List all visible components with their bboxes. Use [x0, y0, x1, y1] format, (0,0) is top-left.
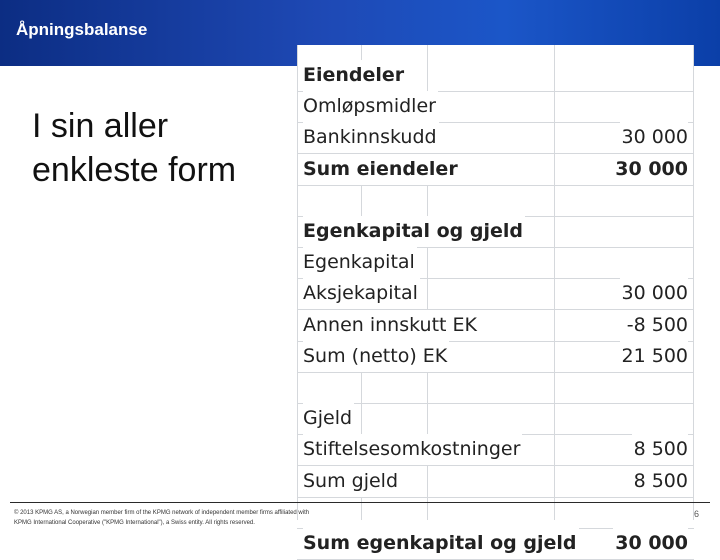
table-row — [297, 185, 694, 217]
balance-sheet-table: Eiendeler Omløpsmidler Bankinnskudd 30 000 S… — [297, 45, 694, 560]
page-number: 6 — [694, 509, 700, 519]
row-value: 30 000 — [613, 153, 688, 185]
slide-subtitle: I sin aller enkleste form — [32, 107, 237, 190]
row-label: Annen innskutt EK — [303, 309, 479, 341]
row-value: 30 000 — [613, 528, 688, 559]
table-row: Egenkapital og gjeld — [297, 216, 694, 248]
row-value: 30 000 — [619, 122, 688, 154]
row-label: Egenkapital — [303, 247, 417, 279]
row-label: Omløpsmidler — [303, 91, 438, 123]
row-label: Aksjekapital — [303, 278, 420, 310]
copyright-line: KPMG International Cooperative ("KPMG In… — [14, 520, 255, 526]
table-row — [297, 372, 694, 404]
table-row: Stiftelsesomkostninger 8 500 — [297, 434, 694, 467]
table-row: Annen innskutt EK -8 500 — [297, 309, 694, 342]
row-label: Sum egenkapital og gjeld — [303, 528, 579, 559]
table-row: Omløpsmidler — [297, 91, 694, 124]
table-left-border — [297, 45, 298, 520]
table-row: Egenkapital — [297, 247, 694, 280]
table-row: Sum egenkapital og gjeld 30 000 — [297, 528, 694, 560]
table-row: Eiendeler — [297, 60, 694, 92]
table-row: Gjeld — [297, 403, 694, 436]
row-label: Sum (netto) EK — [303, 340, 450, 372]
row-label: Egenkapital og gjeld — [303, 216, 525, 247]
row-label: Sum gjeld — [303, 465, 401, 497]
copyright-footer: © 2013 KPMG AS, a Norwegian member firm … — [14, 508, 374, 528]
row-value: 8 500 — [631, 465, 688, 497]
row-label: Bankinnskudd — [303, 122, 439, 154]
table-row: Aksjekapital 30 000 — [297, 278, 694, 311]
table-column-divider — [427, 45, 428, 520]
table-row: Bankinnskudd 30 000 — [297, 122, 694, 155]
row-value: -8 500 — [624, 309, 688, 341]
table-row: Sum gjeld 8 500 — [297, 465, 694, 498]
row-value: 21 500 — [619, 340, 688, 372]
footer-divider — [10, 502, 710, 503]
table-row: Sum (netto) EK 21 500 — [297, 340, 694, 373]
slide-title: Åpningsbalanse — [16, 20, 148, 39]
table-column-divider — [554, 45, 555, 520]
row-label: Gjeld — [303, 403, 355, 435]
row-value: 30 000 — [619, 278, 688, 310]
table-right-border — [693, 45, 694, 520]
copyright-line: © 2013 KPMG AS, a Norwegian member firm … — [14, 510, 310, 516]
row-label: Stiftelsesomkostninger — [303, 434, 523, 466]
row-label: Eiendeler — [303, 60, 407, 91]
row-value: 8 500 — [631, 434, 688, 466]
table-row: Sum eiendeler 30 000 — [297, 153, 694, 186]
row-label: Sum eiendeler — [303, 153, 460, 185]
